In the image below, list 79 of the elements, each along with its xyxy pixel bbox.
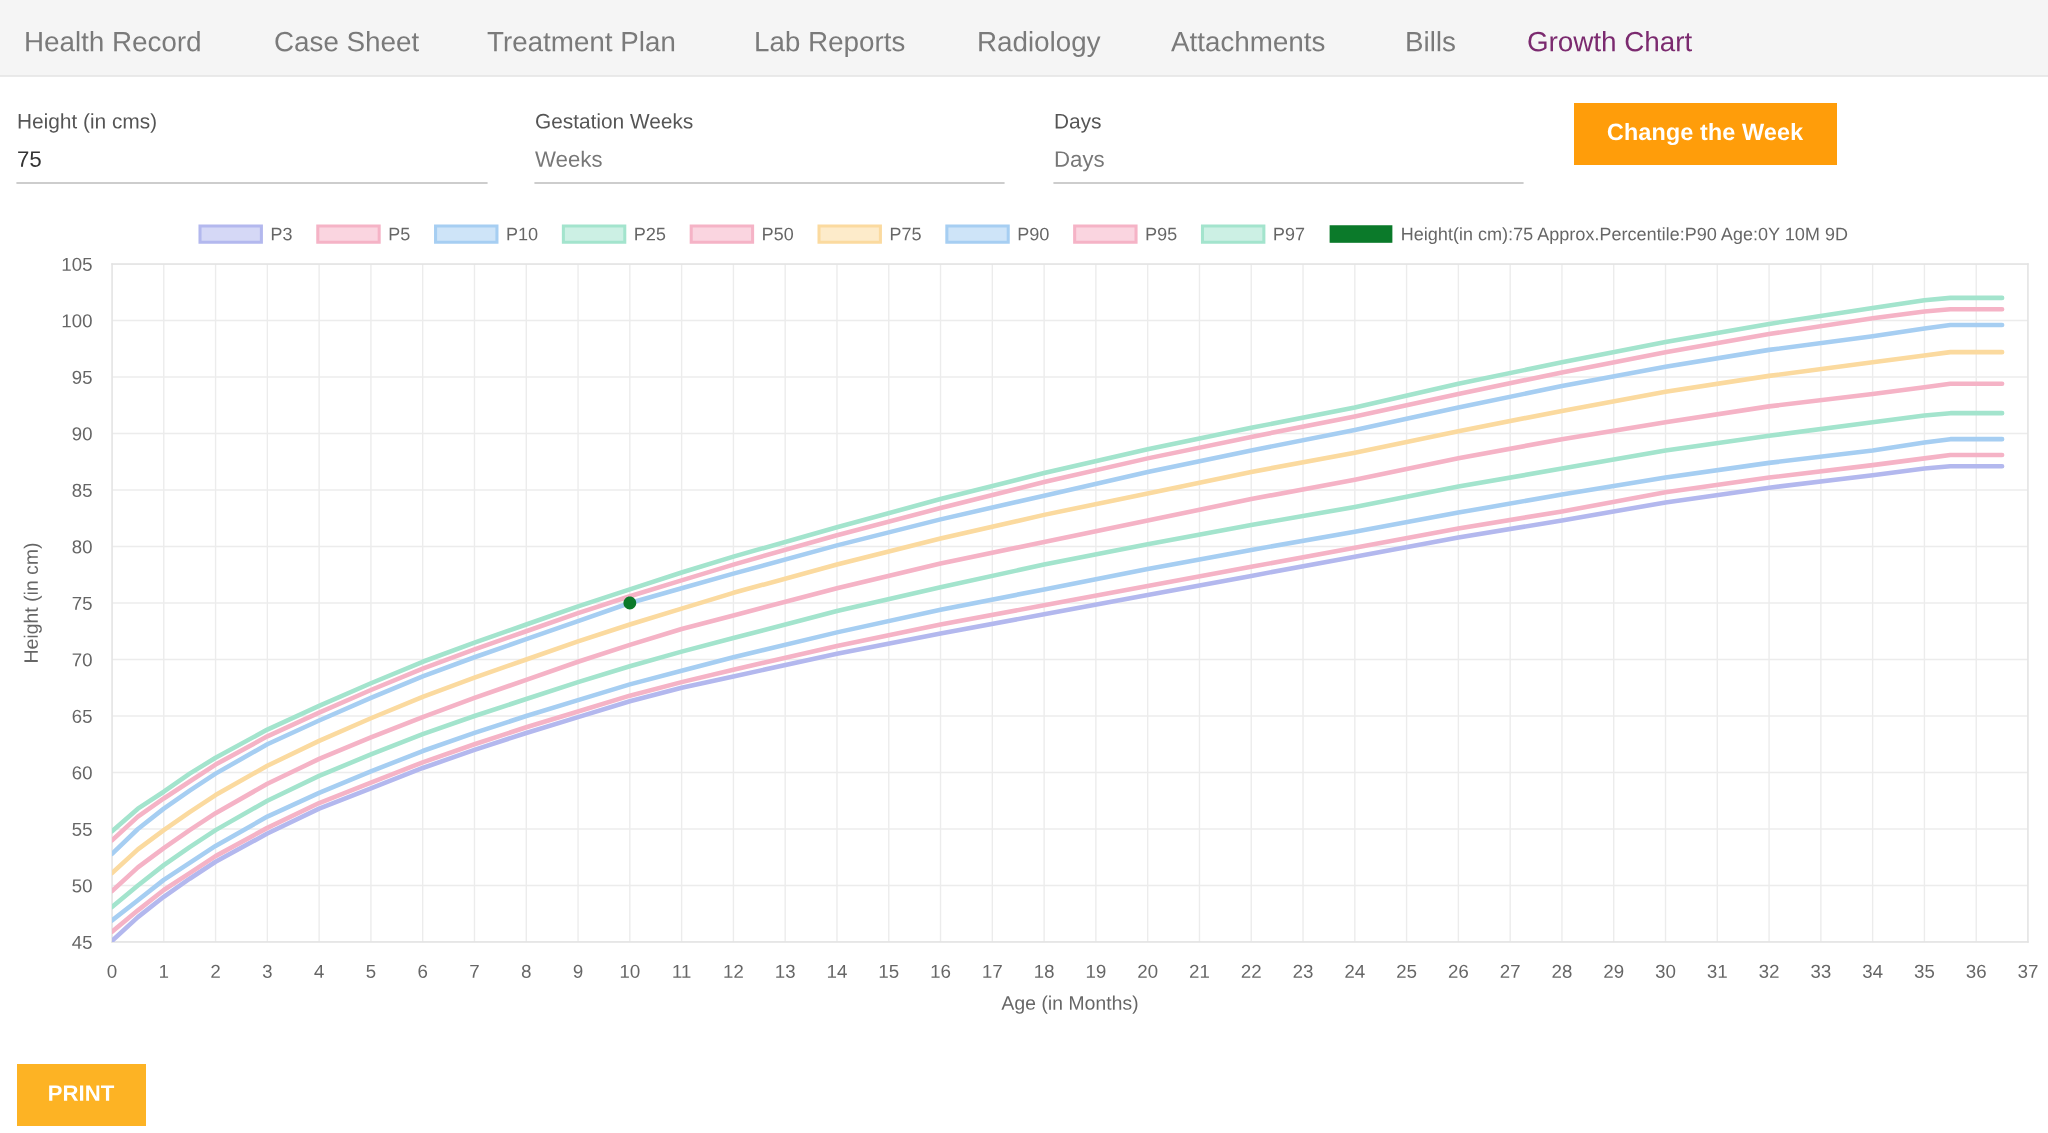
- text: Attachments: [1171, 31, 1325, 52]
- y-tick-label: 95: [72, 370, 92, 384]
- x-tick-label: 3: [262, 964, 272, 978]
- x-tick-label: 16: [931, 964, 951, 978]
- legend-label: P97: [1274, 227, 1305, 241]
- x-axis-title: Age (in Months): [1001, 995, 1138, 1014]
- y-tick-label: 55: [72, 822, 92, 836]
- y-tick-label: 65: [72, 709, 92, 723]
- x-tick-label: 30: [1655, 964, 1676, 978]
- y-tick-label: 70: [72, 653, 92, 667]
- text: Radiology: [979, 31, 1101, 57]
- text: Change the Week: [1607, 122, 1804, 146]
- y-tick-label: 45: [72, 935, 92, 949]
- x-tick-label: 10: [620, 964, 640, 978]
- text: PRINT: [49, 1085, 115, 1101]
- legend-label: P90: [1018, 227, 1049, 241]
- x-tick-label: 18: [1035, 964, 1054, 978]
- x-tick-label: 25: [1397, 964, 1417, 978]
- legend-label: P50: [763, 227, 794, 241]
- x-tick-label: 31: [1707, 964, 1727, 978]
- text: Days: [1055, 114, 1101, 133]
- x-tick-label: 9: [573, 964, 583, 978]
- legend-label: P75: [890, 227, 921, 241]
- x-tick-label: 12: [724, 964, 743, 978]
- text: Height (in cms): [18, 113, 156, 133]
- x-tick-label: 14: [827, 964, 847, 978]
- y-tick-label: 85: [72, 483, 92, 497]
- text: 75: [18, 151, 41, 167]
- x-tick-label: 32: [1759, 964, 1779, 978]
- x-tick-label: 17: [983, 964, 1002, 978]
- text: Case Sheet: [275, 31, 419, 52]
- y-tick-label: 105: [62, 257, 92, 271]
- x-tick-label: 20: [1138, 964, 1158, 978]
- y-axis-title: Height (in cm): [23, 543, 42, 662]
- x-tick-label: 8: [521, 964, 531, 978]
- y-tick-label: 90: [72, 427, 92, 441]
- text: Bills: [1407, 31, 1455, 52]
- x-tick-label: 2: [211, 964, 220, 978]
- x-tick-label: 19: [1086, 964, 1106, 978]
- x-tick-label: 22: [1241, 964, 1261, 978]
- x-tick-label: 5: [366, 964, 376, 978]
- x-tick-label: 23: [1293, 964, 1313, 978]
- x-tick-label: 35: [1914, 964, 1935, 978]
- x-tick-label: 0: [107, 964, 117, 978]
- x-tick-label: 15: [879, 964, 899, 978]
- legend-label: Height(in cm):75 Approx.Percentile:P90 Age:0Y 10M 9D: [1402, 227, 1848, 245]
- legend-label: P25: [635, 227, 666, 241]
- legend-label: P5: [389, 227, 410, 241]
- x-tick-label: 29: [1604, 964, 1624, 978]
- y-tick-label: 100: [62, 314, 92, 328]
- legend-label: P10: [507, 227, 538, 241]
- text: Lab Reports: [756, 31, 905, 57]
- y-tick-label: 75: [72, 596, 92, 610]
- text: Growth Chart: [1528, 31, 1692, 52]
- text: Weeks: [535, 150, 602, 167]
- text: Days: [1055, 151, 1104, 172]
- legend-label: P95: [1146, 227, 1177, 241]
- y-tick-label: 60: [72, 766, 92, 780]
- x-tick-label: 33: [1811, 964, 1831, 978]
- y-tick-label: 80: [72, 540, 92, 554]
- x-tick-label: 37: [2018, 964, 2038, 978]
- x-tick-label: 6: [418, 964, 428, 978]
- x-tick-label: 11: [673, 964, 691, 978]
- x-tick-label: 26: [1448, 964, 1468, 978]
- x-tick-label: 24: [1345, 964, 1365, 978]
- legend-label: P3: [271, 227, 292, 241]
- x-tick-label: 7: [470, 964, 479, 978]
- text: Health Record: [26, 31, 200, 52]
- x-tick-label: 28: [1552, 964, 1572, 978]
- x-tick-label: 1: [160, 964, 169, 978]
- x-tick-label: 36: [1966, 964, 1986, 978]
- x-tick-label: 27: [1500, 964, 1520, 978]
- x-tick-label: 4: [314, 964, 324, 978]
- x-tick-label: 13: [776, 964, 795, 978]
- x-tick-label: 21: [1189, 964, 1209, 978]
- text: Gestation Weeks: [536, 113, 693, 129]
- y-tick-label: 50: [72, 879, 92, 893]
- x-tick-label: 34: [1862, 964, 1883, 978]
- text: Treatment Plan: [487, 31, 675, 52]
